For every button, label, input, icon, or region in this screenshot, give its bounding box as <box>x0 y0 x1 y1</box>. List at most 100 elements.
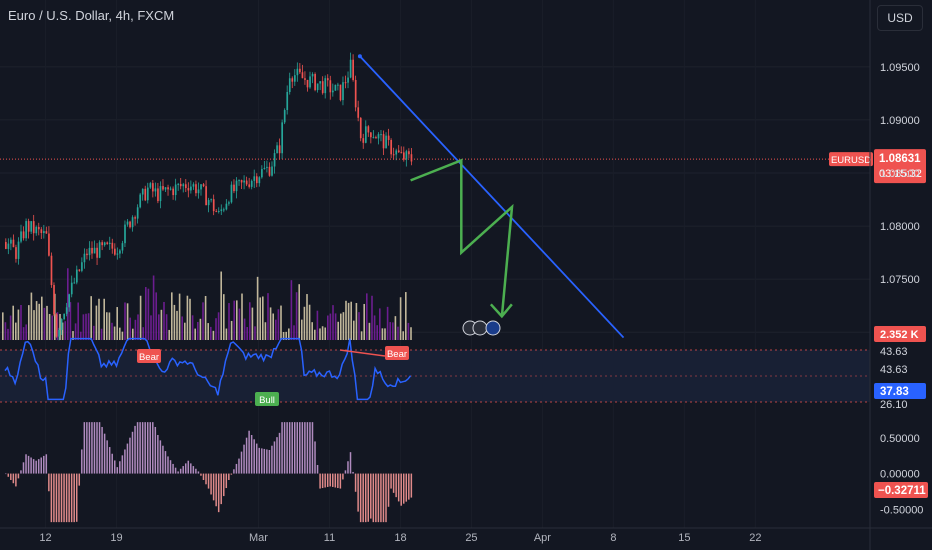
volume-bar <box>402 331 404 340</box>
candle-body <box>12 239 15 248</box>
macd-bar <box>271 445 273 474</box>
candle-body <box>192 184 195 187</box>
candle-body <box>215 211 218 213</box>
volume-bar <box>22 327 25 340</box>
macd-bar <box>372 473 375 523</box>
macd-bar <box>75 473 78 522</box>
candle-body <box>354 79 357 108</box>
volume-bar <box>405 292 407 340</box>
macd-bar <box>329 473 331 487</box>
volume-bar <box>207 323 209 340</box>
macd-tick-label: 0.00000 <box>880 469 920 481</box>
macd-bar <box>81 449 83 474</box>
candle-body <box>129 221 131 228</box>
candle-body <box>281 122 284 154</box>
candle-body <box>357 107 360 118</box>
candle-body <box>116 253 119 255</box>
macd-bar <box>192 466 195 474</box>
volume-bar <box>87 313 90 340</box>
macd-bar <box>101 426 103 474</box>
candle-body <box>387 135 390 140</box>
volume-bar <box>38 303 40 340</box>
candle-body <box>45 231 48 234</box>
symbol-tag-bg <box>829 152 873 167</box>
macd-bar <box>309 422 311 474</box>
candle-body <box>364 126 367 143</box>
macd-bar <box>91 422 93 474</box>
volume-bar <box>80 331 82 340</box>
macd-bar <box>286 422 288 474</box>
candle-body <box>17 241 20 259</box>
candle-body <box>20 231 22 242</box>
economic-event-icon[interactable] <box>472 320 488 336</box>
volume-bar <box>280 305 282 340</box>
currency-button[interactable]: USD <box>877 5 923 31</box>
macd-bar <box>250 435 253 474</box>
symbol-tag: EURUSD <box>831 155 871 166</box>
drawings[interactable] <box>357 54 625 339</box>
candle-body <box>106 242 109 245</box>
candle-body <box>217 210 220 212</box>
volume-bar <box>288 328 290 340</box>
last-price-value: 1.08631 <box>879 153 921 165</box>
volume-bar <box>254 326 256 340</box>
macd-bar <box>230 473 233 475</box>
macd-bar <box>304 422 306 474</box>
volume-bar <box>379 308 381 340</box>
macd-bar <box>200 473 202 476</box>
macd-bar <box>301 422 304 474</box>
volume-bar <box>184 322 186 340</box>
volume-bar <box>350 301 352 340</box>
volume-bar <box>327 315 329 340</box>
candle-body <box>5 242 7 249</box>
candle-body <box>86 253 88 256</box>
candle-body <box>344 82 347 84</box>
volume-bar <box>397 326 399 340</box>
macd-bar <box>387 473 390 507</box>
volume-bar <box>392 322 394 340</box>
candle-body <box>37 226 40 230</box>
candle-body <box>250 180 253 187</box>
volume-bar <box>82 314 85 340</box>
macd-bar <box>400 473 402 506</box>
candle-body <box>157 188 159 202</box>
candle-body <box>96 247 98 258</box>
volume-bar <box>155 292 157 340</box>
trendline[interactable] <box>359 55 625 339</box>
macd-bar <box>410 473 413 498</box>
macd-bar <box>212 473 215 501</box>
volume-bar <box>25 324 27 340</box>
volume-bar <box>394 316 397 340</box>
candle-body <box>202 184 205 187</box>
macd-value: −0.32711 <box>878 485 926 497</box>
trendline-anchor[interactable] <box>357 54 362 59</box>
macd-bar <box>337 473 339 489</box>
volume-bar <box>46 305 48 340</box>
volume-bar <box>111 322 113 340</box>
macd-bar <box>5 473 7 475</box>
economic-event-icon[interactable] <box>485 320 501 336</box>
macd-bar <box>210 473 212 495</box>
macd-bar <box>253 439 255 474</box>
volume-bar <box>277 309 280 340</box>
candle-body <box>223 209 225 211</box>
macd-bar <box>187 460 190 474</box>
candle-body <box>25 221 27 239</box>
price-tick-label: 1.09000 <box>880 115 920 127</box>
volume-bar <box>282 331 285 340</box>
projection-path[interactable] <box>410 158 514 317</box>
projection-arrowhead[interactable] <box>489 303 513 319</box>
candle-body <box>121 243 124 251</box>
candle-body <box>400 152 403 154</box>
macd-bar <box>32 459 35 474</box>
candle-body <box>266 166 268 168</box>
volume-bar <box>41 296 43 340</box>
candle-body <box>164 187 167 190</box>
volume-bar <box>90 296 92 340</box>
volume-bar <box>74 323 77 340</box>
macd-bar <box>182 466 184 474</box>
volume-bar <box>321 326 324 340</box>
macd-bar <box>342 473 344 480</box>
macd-bar <box>311 422 314 474</box>
